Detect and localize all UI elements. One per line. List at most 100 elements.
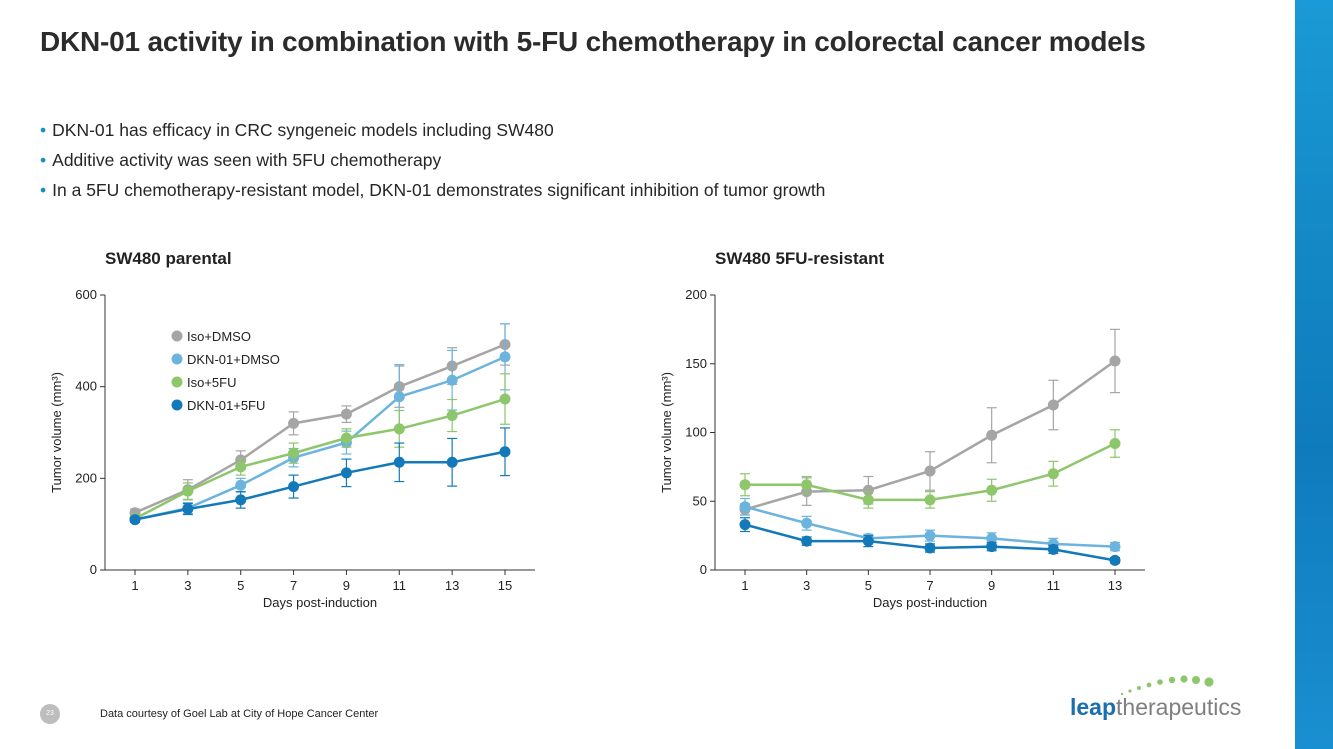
bullet-dot-icon: • (40, 150, 47, 170)
company-logo: leaptherapeutics (1060, 668, 1260, 724)
data-point (235, 494, 247, 506)
data-point (1109, 355, 1121, 367)
y-tick-label: 200 (75, 470, 97, 485)
bullet-item: • Additive activity was seen with 5FU che… (40, 148, 825, 178)
y-tick-label: 50 (693, 493, 707, 508)
data-point (288, 481, 300, 493)
x-tick-label: 9 (988, 578, 995, 593)
data-point (1047, 399, 1059, 411)
data-point (288, 417, 300, 429)
data-point (340, 408, 352, 420)
x-axis-label: Days post-induction (263, 595, 377, 610)
x-tick-label: 13 (1108, 578, 1122, 593)
x-axis-label: Days post-induction (873, 595, 987, 610)
y-axis-label: Tumor volume (mm³) (659, 372, 674, 493)
x-tick-label: 7 (926, 578, 933, 593)
x-tick-label: 7 (290, 578, 297, 593)
data-point (924, 465, 936, 477)
data-point (182, 485, 194, 497)
x-tick-label: 3 (184, 578, 191, 593)
data-point (739, 519, 751, 531)
bullet-dot-icon: • (40, 120, 47, 140)
bullet-item: • In a 5FU chemotherapy-resistant model, … (40, 178, 825, 208)
y-tick-label: 600 (75, 287, 97, 302)
data-point (499, 393, 511, 405)
data-point (986, 484, 998, 496)
y-tick-label: 0 (90, 562, 97, 577)
logo-light-text: therapeutics (1116, 694, 1242, 720)
logo-bold-text: leap (1070, 694, 1117, 720)
x-tick-label: 11 (393, 578, 407, 593)
data-point (739, 501, 751, 513)
series-line (134, 397, 506, 520)
bullet-text: Additive activity was seen with 5FU chem… (52, 150, 442, 170)
bullet-list: • DKN-01 has efficacy in CRC syngeneic mo… (40, 118, 825, 208)
legend-label: DKN-01+DMSO (187, 352, 280, 367)
page-title: DKN-01 activity in combination with 5-FU… (40, 26, 1146, 57)
x-tick-label: 9 (343, 578, 350, 593)
x-tick-label: 13 (445, 578, 459, 593)
legend-marker (171, 353, 183, 365)
data-point (924, 530, 936, 542)
x-tick-label: 15 (498, 578, 512, 593)
x-tick-label: 1 (741, 578, 748, 593)
data-point (801, 535, 813, 547)
data-point (986, 532, 998, 544)
series-line (134, 355, 506, 521)
data-point (182, 503, 194, 515)
data-point (1109, 438, 1121, 449)
y-tick-label: 100 (685, 425, 707, 440)
data-point (1109, 554, 1121, 566)
data-point (393, 423, 405, 435)
data-point (393, 456, 405, 468)
legend-label: Iso+DMSO (187, 329, 251, 344)
legend-label: Iso+5FU (187, 375, 237, 390)
series-line (134, 450, 506, 521)
chart-title: SW480 5FU-resistant (715, 249, 884, 268)
y-axis-label: Tumor volume (mm³) (49, 372, 64, 493)
x-tick-label: 11 (1047, 578, 1061, 593)
data-point (862, 494, 874, 506)
logo-wordmark: leaptherapeutics (1070, 694, 1241, 721)
y-tick-label: 200 (685, 287, 707, 302)
data-point (446, 374, 458, 386)
decorative-side-band (1295, 0, 1333, 749)
data-point (924, 494, 936, 506)
data-point (235, 461, 247, 473)
page-number-badge: 23 (40, 704, 60, 724)
x-tick-label: 3 (803, 578, 810, 593)
data-point (446, 456, 458, 468)
y-tick-label: 0 (700, 562, 707, 577)
data-point (986, 541, 998, 553)
logo-dots-icon (1120, 675, 1214, 696)
data-point (393, 391, 405, 403)
data-point (924, 542, 936, 554)
data-point (446, 410, 458, 422)
series-line (134, 343, 506, 514)
data-point (340, 432, 352, 444)
data-point (1047, 543, 1059, 555)
data-point (235, 479, 247, 491)
data-point (986, 429, 998, 441)
legend-label: DKN-01+5FU (187, 398, 265, 413)
data-point (499, 351, 511, 363)
y-tick-label: 150 (685, 356, 707, 371)
legend-marker (171, 376, 183, 388)
footer-source: Data courtesy of Goel Lab at City of Hop… (100, 708, 379, 720)
bullet-text: DKN-01 has efficacy in CRC syngeneic mod… (52, 120, 554, 140)
x-tick-label: 5 (865, 578, 872, 593)
bullet-item: • DKN-01 has efficacy in CRC syngeneic mo… (40, 118, 825, 148)
data-point (801, 517, 813, 529)
data-point (862, 535, 874, 547)
data-point (129, 514, 141, 526)
data-point (1047, 468, 1059, 480)
bullet-text: In a 5FU chemotherapy-resistant model, D… (52, 180, 826, 200)
data-point (739, 479, 751, 491)
x-tick-label: 5 (237, 578, 244, 593)
legend-marker (171, 330, 183, 342)
x-tick-label: 1 (131, 578, 138, 593)
data-point (288, 447, 300, 459)
data-point (340, 467, 352, 479)
